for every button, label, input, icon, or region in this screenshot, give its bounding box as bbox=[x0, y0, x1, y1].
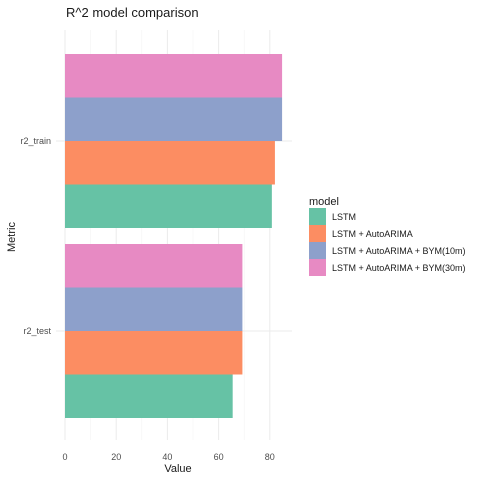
x-tick-label: 0 bbox=[62, 452, 67, 462]
bar bbox=[65, 331, 243, 375]
x-tick-label: 80 bbox=[265, 452, 275, 462]
legend-key bbox=[309, 242, 326, 259]
x-tick-labels: 0 20 40 60 80 bbox=[62, 452, 274, 462]
legend-label: LSTM bbox=[332, 212, 356, 222]
x-tick-label: 60 bbox=[214, 452, 224, 462]
legend: model LSTM LSTM + AutoARIMA LSTM + AutoARI… bbox=[309, 196, 466, 276]
y-tick-label: r2_train bbox=[20, 136, 51, 146]
bars bbox=[65, 54, 283, 418]
x-tick-label: 40 bbox=[162, 452, 172, 462]
legend-key bbox=[309, 259, 326, 276]
x-tick-label: 20 bbox=[111, 452, 121, 462]
x-axis-title: Value bbox=[164, 463, 191, 475]
bar bbox=[65, 97, 283, 141]
bar bbox=[65, 374, 233, 418]
legend-label: LSTM + AutoARIMA + BYM(30m) bbox=[332, 263, 466, 273]
legend-key bbox=[309, 208, 326, 225]
legend-title: model bbox=[309, 196, 339, 208]
bar bbox=[65, 141, 275, 185]
bar bbox=[65, 184, 272, 228]
legend-label: LSTM + AutoARIMA bbox=[332, 229, 413, 239]
y-axis-title: Metric bbox=[6, 222, 18, 252]
bar bbox=[65, 54, 283, 98]
bar bbox=[65, 287, 243, 331]
y-tick-labels: r2_train r2_test bbox=[20, 136, 51, 336]
legend-key bbox=[309, 225, 326, 242]
y-tick-label: r2_test bbox=[23, 326, 51, 336]
chart-title: R^2 model comparison bbox=[66, 5, 199, 20]
bar bbox=[65, 244, 243, 288]
legend-label: LSTM + AutoARIMA + BYM(10m) bbox=[332, 246, 466, 256]
